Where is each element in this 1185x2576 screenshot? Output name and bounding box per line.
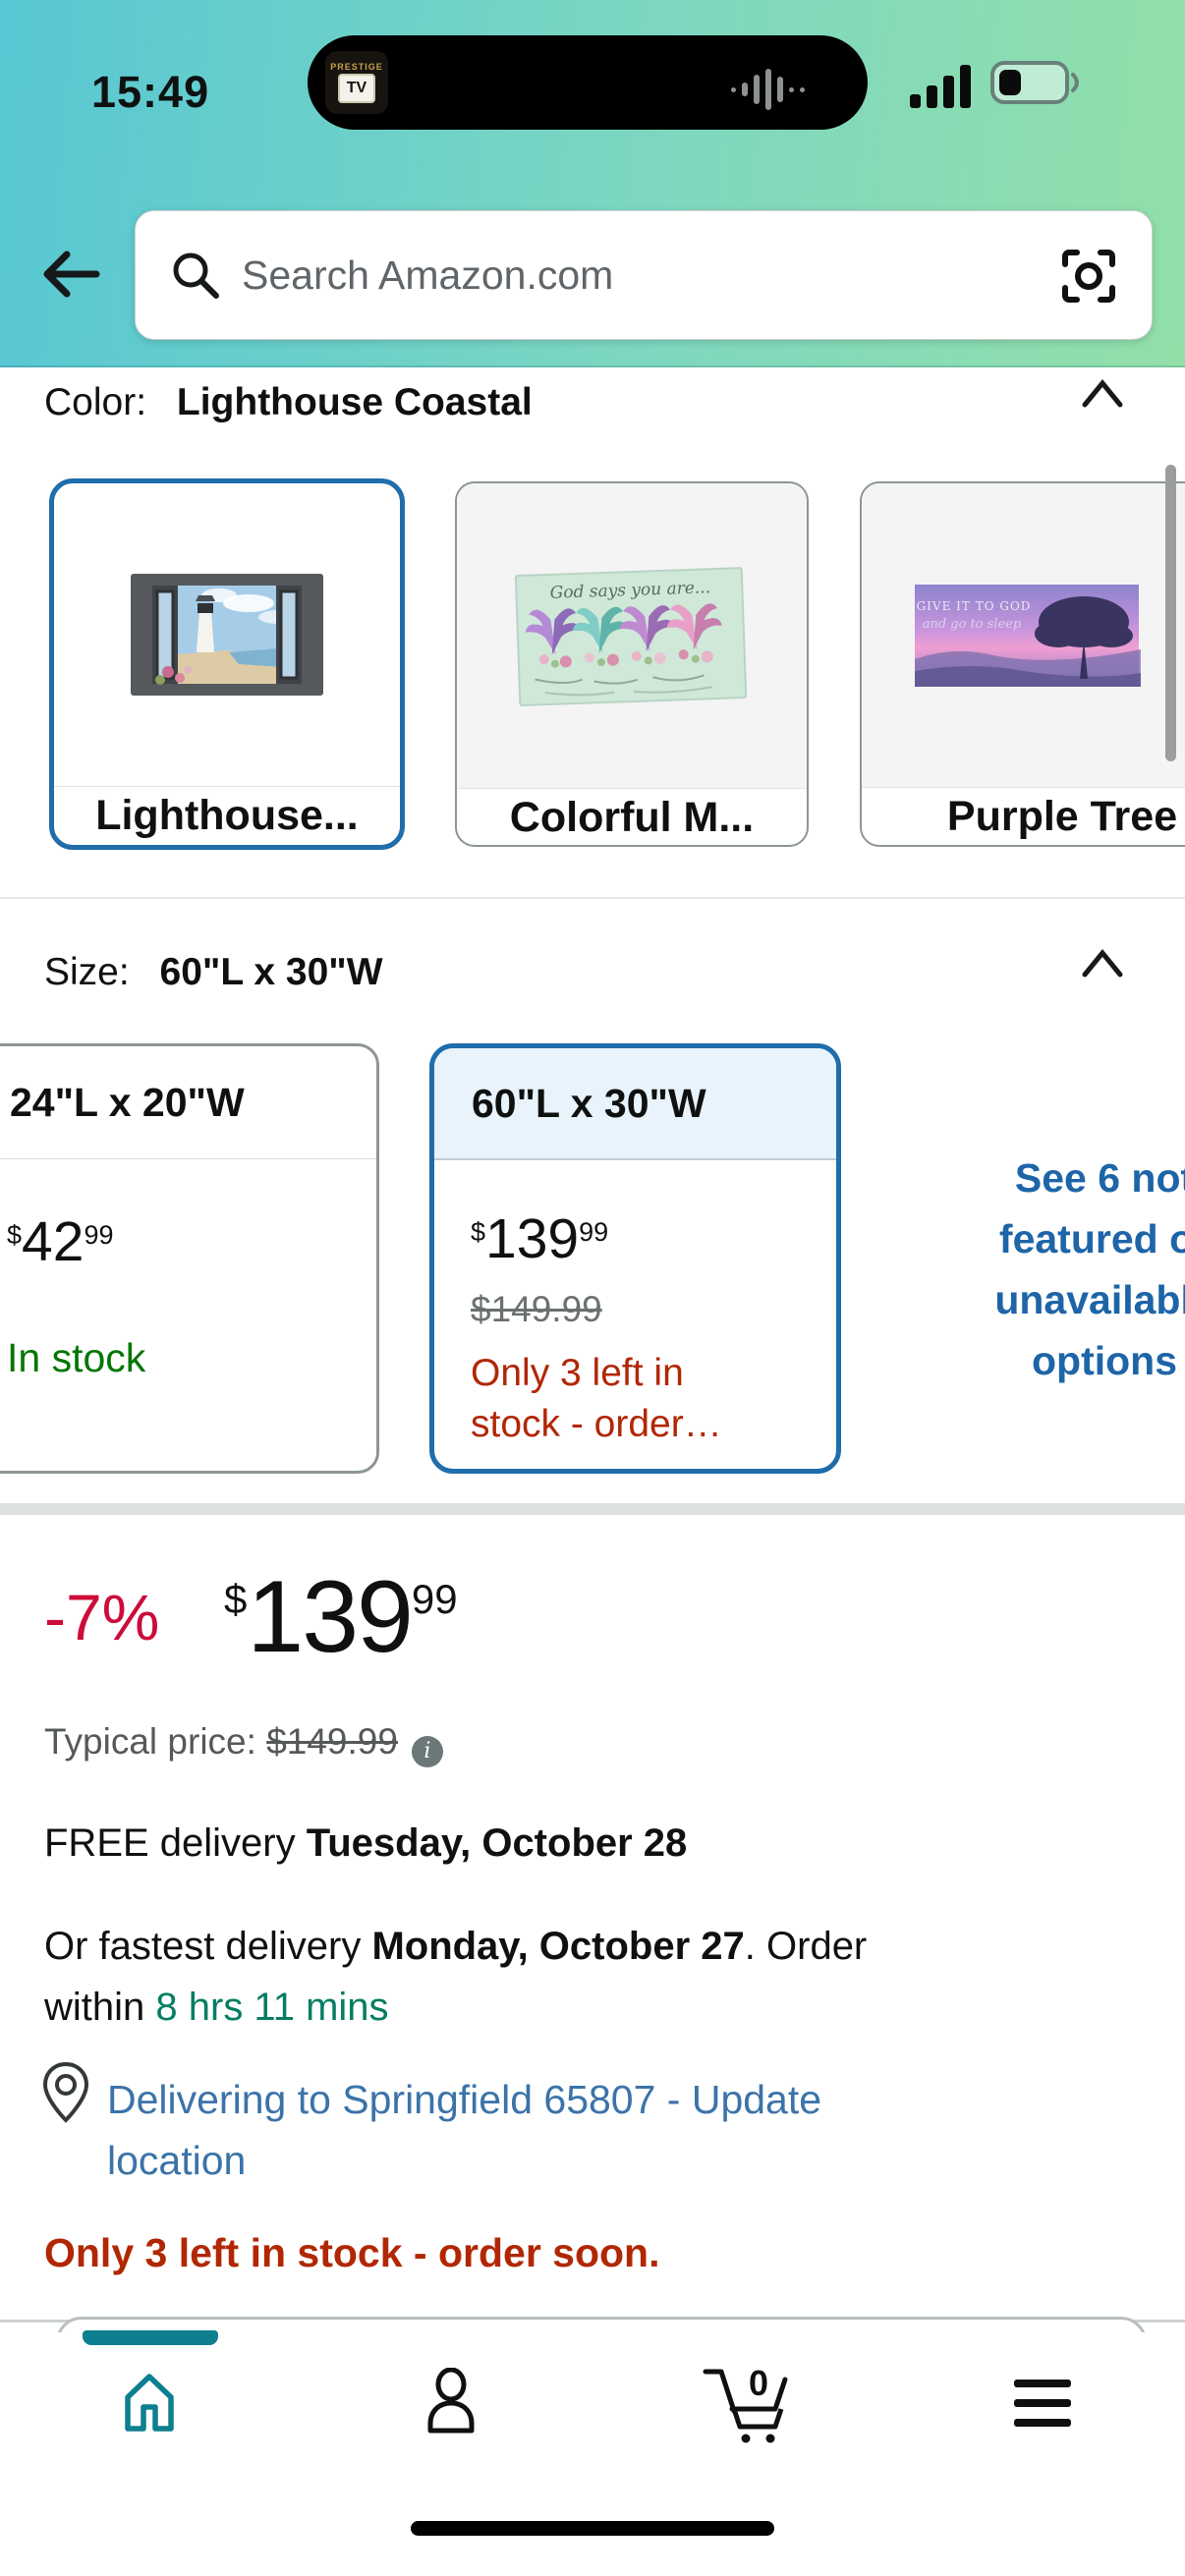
stock-warning-text: Only 3 left in stock - order soon. xyxy=(44,2230,660,2275)
size-option-list-price: $149.99 xyxy=(471,1289,602,1329)
free-delivery-date: Tuesday, October 28 xyxy=(306,1821,688,1865)
fastest-delivery-date: Monday, October 27 xyxy=(371,1925,745,1968)
cart-tab-icon[interactable]: 0 xyxy=(700,2358,798,2446)
delivery-location-link[interactable]: Delivering to Springfield 65807 - Update… xyxy=(107,2077,822,2183)
profile-tab-icon[interactable] xyxy=(423,2368,480,2435)
color-option-label: Lighthouse... xyxy=(95,791,359,839)
size-option-label: 60"L x 30"W xyxy=(434,1048,836,1160)
typical-price-row: Typical price: $149.99 i xyxy=(44,1721,443,1767)
home-indicator[interactable] xyxy=(411,2521,774,2536)
color-value: Lighthouse Coastal xyxy=(176,381,533,423)
current-price: $139 99 xyxy=(224,1560,458,1674)
size-option-label: 24"L x 20"W xyxy=(0,1046,376,1159)
low-stock-text: Only 3 left in stock - order… xyxy=(471,1352,722,1445)
size-option-price: $139 99 xyxy=(471,1207,609,1270)
size-label: Size: xyxy=(44,951,130,993)
lighthouse-thumbnail xyxy=(54,483,400,787)
cart-count-badge: 0 xyxy=(749,2363,768,2403)
active-tab-indicator xyxy=(83,2330,218,2345)
fastest-delivery-line: Or fastest delivery Monday, October 27. … xyxy=(44,1925,868,2029)
header-gradient: 15:49 PRESTIGE TV xyxy=(0,0,1185,367)
size-value: 60"L x 30"W xyxy=(159,951,383,993)
size-row: Size: 60"L x 30"W xyxy=(44,951,383,994)
size-option-24x20[interactable]: 24"L x 20"W $42 99 In stock xyxy=(0,1043,379,1474)
now-playing-artwork: PRESTIGE TV xyxy=(325,51,388,114)
status-time: 15:49 xyxy=(91,67,210,117)
color-option-purple-tree[interactable]: GIVE IT TO GOD and go to sleep Purple Tr… xyxy=(860,481,1185,847)
color-option-label: Purple Tree xyxy=(946,792,1178,840)
typical-price-value: $149.99 xyxy=(266,1721,398,1762)
dynamic-island[interactable]: PRESTIGE TV xyxy=(308,35,868,130)
mermaid-thumbnail: God says you are... xyxy=(457,483,807,789)
section-divider xyxy=(0,897,1185,899)
artwork-tv-label: TV xyxy=(338,74,375,103)
search-input[interactable]: Search Amazon.com xyxy=(135,210,1153,340)
collapse-color-chevron-icon[interactable] xyxy=(1075,373,1130,417)
size-option-60x30-selected[interactable]: 60"L x 30"W $139 99 $149.99 Only 3 left i… xyxy=(429,1043,841,1474)
signal-strength-icon xyxy=(910,65,971,108)
svg-text:GIVE IT TO GOD: GIVE IT TO GOD xyxy=(917,599,1032,613)
info-icon[interactable]: i xyxy=(411,1736,443,1767)
scrollbar-thumb[interactable] xyxy=(1165,465,1176,761)
color-option-colorful-mermaid[interactable]: God says you are... xyxy=(455,481,809,847)
section-divider-thick xyxy=(0,1503,1185,1515)
in-stock-text: In stock xyxy=(7,1335,146,1380)
color-option-label: Colorful M... xyxy=(509,793,755,841)
audio-waveform-icon xyxy=(731,69,805,110)
size-option-price: $42 99 xyxy=(7,1210,114,1273)
battery-icon xyxy=(990,61,1079,104)
back-arrow-icon[interactable] xyxy=(35,242,104,307)
camera-scan-icon[interactable] xyxy=(1061,249,1116,304)
color-option-lighthouse[interactable]: Lighthouse... xyxy=(49,478,405,850)
location-pin-icon xyxy=(42,2061,89,2123)
free-delivery-line: FREE delivery Tuesday, October 28 xyxy=(44,1821,688,1865)
order-countdown: 8 hrs 11 mins xyxy=(155,1986,389,2029)
svg-text:and go to sleep: and go to sleep xyxy=(923,617,1022,632)
search-icon xyxy=(173,252,219,299)
color-row: Color: Lighthouse Coastal xyxy=(44,381,533,424)
color-label: Color: xyxy=(44,381,147,423)
discount-badge: -7% xyxy=(44,1581,160,1653)
purple-tree-thumbnail: GIVE IT TO GOD and go to sleep xyxy=(862,483,1185,788)
home-tab-icon[interactable] xyxy=(120,2370,179,2433)
search-placeholder: Search Amazon.com xyxy=(242,252,614,298)
see-more-options-link[interactable]: See 6 not featured or unavailable option… xyxy=(994,1155,1185,1383)
collapse-size-chevron-icon[interactable] xyxy=(1075,943,1130,986)
menu-tab-icon[interactable] xyxy=(1012,2378,1073,2429)
artwork-app-label: PRESTIGE xyxy=(330,62,383,72)
